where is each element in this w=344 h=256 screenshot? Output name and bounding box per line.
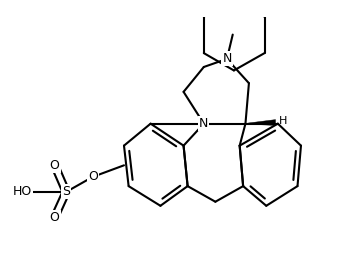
Text: O: O bbox=[50, 159, 60, 172]
Text: O: O bbox=[88, 170, 98, 183]
Text: S: S bbox=[62, 185, 70, 198]
Polygon shape bbox=[248, 120, 276, 125]
Text: N: N bbox=[199, 117, 208, 130]
Text: H: H bbox=[279, 116, 287, 126]
Text: O: O bbox=[50, 211, 60, 224]
Text: N: N bbox=[222, 52, 232, 65]
Text: HO: HO bbox=[13, 185, 32, 198]
